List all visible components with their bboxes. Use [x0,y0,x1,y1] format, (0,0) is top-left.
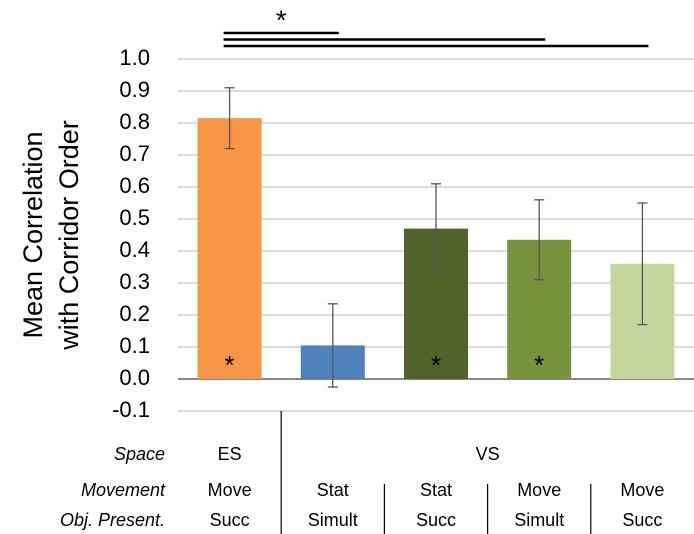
y-tick-label: 0.4 [119,237,150,262]
y-tick-label: 1.0 [119,45,150,70]
space-label: VS [476,444,500,464]
y-tick-label: 0.0 [119,365,150,390]
obj-present-label: Succ [210,510,250,530]
significance-marker: * [225,350,235,380]
y-axis-title: with Corridor Order [54,120,84,351]
y-tick-label: 0.3 [119,269,150,294]
movement-label: Stat [420,480,452,500]
bar [197,118,262,379]
y-tick-label: 0.7 [119,141,150,166]
row-label: Space [114,444,165,464]
movement-label: Stat [317,480,349,500]
row-label: Obj. Present. [60,510,165,530]
y-tick-label: 0.8 [119,109,150,134]
space-label: ES [218,444,242,464]
y-axis-title: Mean Correlation [18,131,48,338]
y-tick-label: 0.2 [119,301,150,326]
row-label: Movement [81,480,166,500]
comparison-label: * [276,4,287,35]
y-tick-label: -0.1 [112,397,150,422]
significance-marker: * [534,350,544,380]
obj-present-label: Succ [416,510,456,530]
movement-label: Move [208,480,252,500]
y-tick-label: 0.6 [119,173,150,198]
y-tick-label: 0.1 [119,333,150,358]
y-tick-label: 0.9 [119,77,150,102]
y-tick-label: 0.5 [119,205,150,230]
obj-present-label: Simult [514,510,564,530]
obj-present-label: Simult [308,510,358,530]
obj-present-label: Succ [622,510,662,530]
movement-label: Move [517,480,561,500]
movement-label: Move [620,480,664,500]
significance-marker: * [431,350,441,380]
